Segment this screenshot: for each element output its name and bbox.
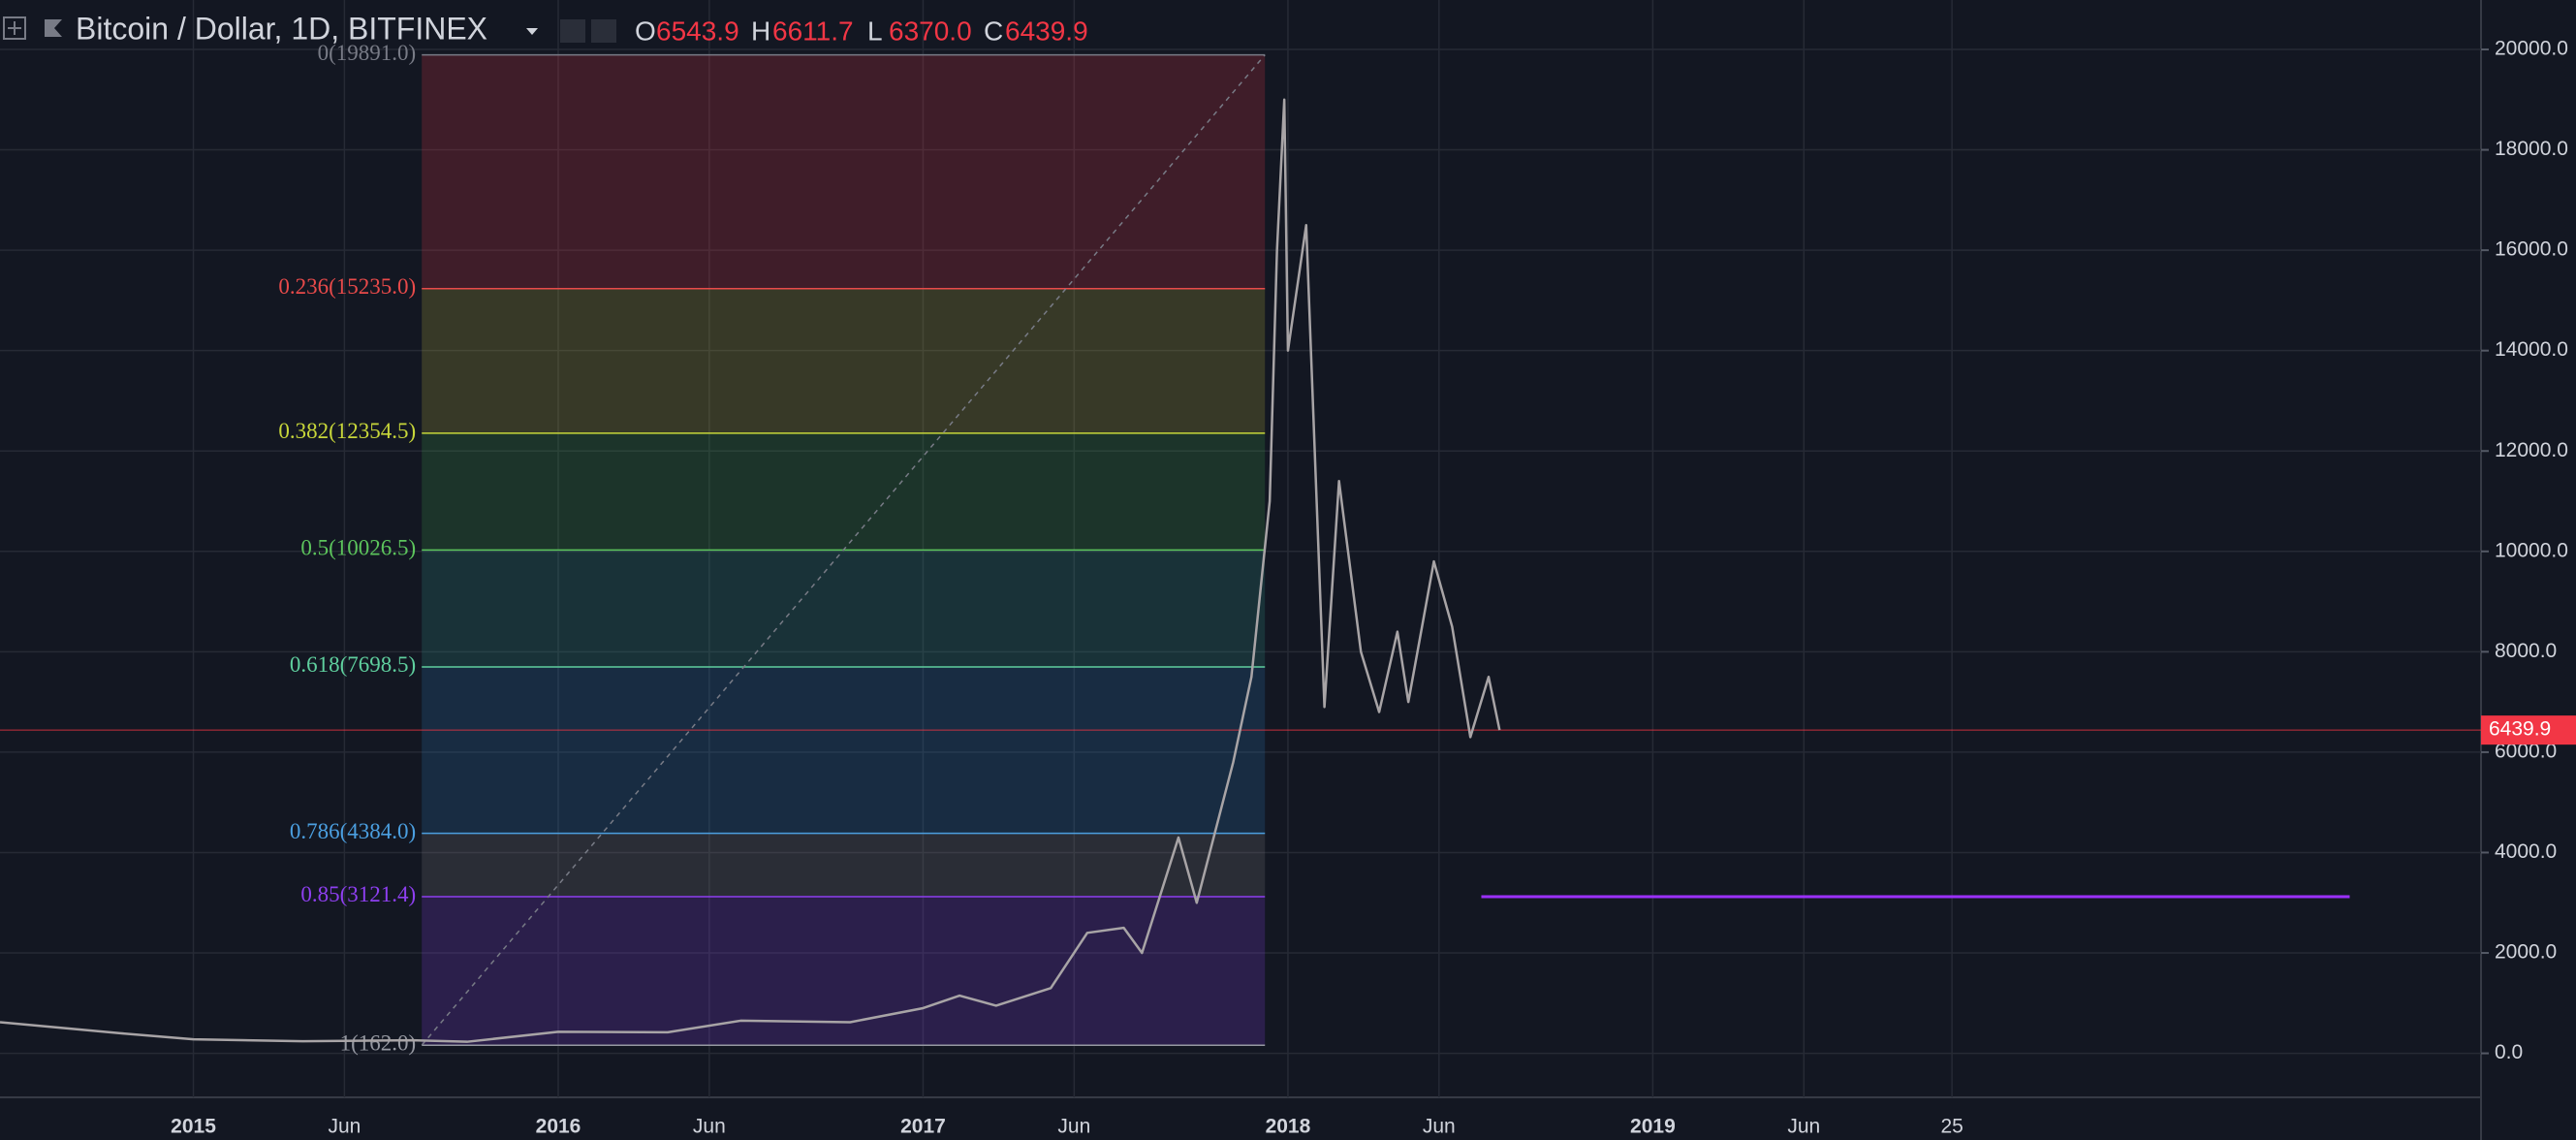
y-tick-label: 0.0: [2495, 1041, 2523, 1063]
x-tick-label: Jun: [1787, 1116, 1820, 1138]
x-tick-label: 2016: [536, 1116, 581, 1138]
ohlc-value: 6543.9: [656, 16, 739, 46]
y-tick-label: 20000.0: [2495, 38, 2568, 60]
ohlc-letter: O: [635, 16, 656, 46]
y-tick-label: 16000.0: [2495, 238, 2568, 261]
fib-zone: [422, 833, 1266, 897]
fib-label: 1(162.0): [340, 1030, 417, 1055]
fib-zone: [422, 550, 1266, 667]
x-tick-label: Jun: [1057, 1116, 1090, 1138]
settings-icon[interactable]: [591, 19, 616, 43]
fib-zone: [422, 896, 1266, 1046]
y-tick-label: 6000.0: [2495, 740, 2557, 762]
fib-label: 0.236(15235.0): [278, 274, 416, 299]
fib-label: 0.85(3121.4): [300, 882, 416, 906]
x-tick-label: 2017: [900, 1116, 946, 1138]
fib-zone: [422, 288, 1266, 433]
x-tick-label: 2018: [1266, 1116, 1311, 1138]
x-tick-label: 2015: [171, 1116, 216, 1138]
fib-label: 0.786(4384.0): [290, 819, 416, 843]
x-tick-label: Jun: [693, 1116, 726, 1138]
x-tick-label: 25: [1940, 1116, 1963, 1138]
fib-zone: [422, 432, 1266, 551]
x-tick-label: Jun: [1423, 1116, 1456, 1138]
layout-icon[interactable]: [3, 16, 26, 40]
grid: [0, 0, 2481, 1097]
x-tick-label: Jun: [328, 1116, 361, 1138]
y-tick-label: 2000.0: [2495, 941, 2557, 964]
last-price-label: 6439.9: [2489, 718, 2551, 741]
fib-zone: [422, 54, 1266, 289]
eye-icon[interactable]: [560, 19, 585, 43]
dropdown-arrow[interactable]: [526, 28, 538, 35]
plot: [0, 98, 2481, 1043]
ohlc-value: 6611.7: [772, 16, 854, 46]
symbol-title[interactable]: Bitcoin / Dollar, 1D, BITFINEX: [76, 11, 487, 46]
fib-label: 0(19891.0): [318, 41, 417, 65]
price-line: [0, 98, 1501, 1043]
header: Bitcoin / Dollar, 1D, BITFINEX O 6543.9 H 6…: [3, 11, 1088, 46]
x-tick-label: 2019: [1630, 1116, 1676, 1138]
y-tick-label: 10000.0: [2495, 539, 2568, 561]
y-tick-label: 12000.0: [2495, 439, 2568, 461]
fib-label: 0.382(12354.5): [278, 419, 416, 443]
y-tick-label: 18000.0: [2495, 138, 2568, 160]
last-price-badge: [2481, 715, 2576, 745]
ohlc-letter: L: [867, 16, 883, 46]
ohlc-value: 6370.0: [889, 16, 972, 46]
fib-trend-line: [421, 54, 1266, 1046]
fib-label: 0.618(7698.5): [290, 652, 416, 677]
ohlc-letter: H: [751, 16, 770, 46]
y-tick-label: 4000.0: [2495, 840, 2557, 863]
axes: 0.0 2000.0 4000.0 6000.0 8000.0 10000.0 12000.…: [171, 38, 2576, 1138]
fib-zone: [422, 666, 1266, 834]
ohlc-value: 6439.9: [1005, 16, 1088, 46]
fib-label: 0.5(10026.5): [300, 536, 416, 560]
flag-icon[interactable]: [45, 19, 62, 37]
y-tick-label: 8000.0: [2495, 640, 2557, 662]
ohlc-letter: C: [984, 16, 1003, 46]
y-tick-label: 14000.0: [2495, 338, 2568, 361]
fib-retracement: 0(19891.0) 0.236(15235.0) 0.382(12354.5) 0.…: [278, 41, 1266, 1055]
